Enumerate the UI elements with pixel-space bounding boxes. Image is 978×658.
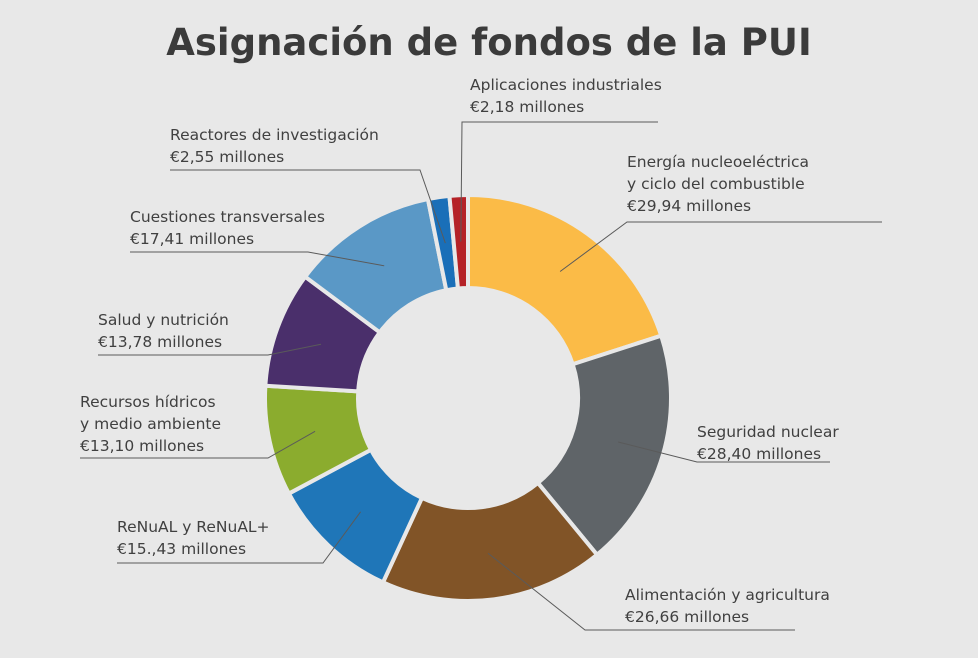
slice-label-value: €26,66 millones	[625, 608, 749, 626]
slice-labels: Energía nucleoeléctrica y ciclo del combu…	[80, 76, 882, 631]
slice-label-name: Energía nucleoeléctrica	[627, 153, 809, 171]
label-reactores-de-investigacion: Reactores de investigación €2,55 millones	[170, 126, 446, 244]
label-salud-y-nutricion: Salud y nutrición €13,78 millones	[98, 311, 322, 356]
slice-label-name: Seguridad nuclear	[697, 423, 839, 441]
leader-line	[80, 430, 316, 459]
label-seguridad-nuclear: Seguridad nuclear €28,40 millones	[618, 423, 839, 463]
label-renual-y-renual: ReNuAL y ReNuAL+ €15.,43 millones	[117, 511, 362, 564]
slice-seguridad-nuclear	[535, 333, 673, 558]
leader-line	[170, 169, 446, 244]
slice-label-name: Salud y nutrición	[98, 311, 229, 329]
leader-line	[460, 121, 658, 242]
leader-line	[487, 552, 795, 631]
leader-line	[559, 221, 882, 272]
slice-label-name: Reactores de investigación	[170, 126, 379, 144]
label-energia-nucleoelectrica-y-ciclo-del-combustible: Energía nucleoeléctrica y ciclo del combu…	[559, 153, 882, 272]
slice-label-name: y ciclo del combustible	[627, 175, 805, 193]
slice-label-name: y medio ambiente	[80, 415, 221, 433]
leader-line	[98, 343, 322, 356]
leader-line	[130, 251, 385, 267]
slice-label-value: €2,18 millones	[470, 98, 584, 116]
chart-title: Asignación de fondos de la PUI	[166, 21, 811, 64]
label-alimentacion-y-agricultura: Alimentación y agricultura €26,66 millone…	[487, 552, 830, 631]
slice-label-name: Alimentación y agricultura	[625, 586, 830, 604]
slice-label-value: €28,40 millones	[697, 445, 821, 463]
slice-label-name: Aplicaciones industriales	[470, 76, 662, 94]
slice-label-value: €13,10 millones	[80, 437, 204, 455]
slice-label-name: Cuestiones transversales	[130, 208, 325, 226]
leader-line	[117, 511, 362, 564]
slice-label-value: €2,55 millones	[170, 148, 284, 166]
label-cuestiones-transversales: Cuestiones transversales €17,41 millones	[130, 208, 385, 267]
slice-label-value: €29,94 millones	[627, 197, 751, 215]
leader-line	[618, 441, 830, 463]
label-aplicaciones-industriales: Aplicaciones industriales €2,18 millones	[460, 76, 662, 242]
donut-slices	[263, 192, 673, 603]
slice-label-name: ReNuAL y ReNuAL+	[117, 518, 270, 536]
slice-label-value: €15.,43 millones	[117, 540, 246, 558]
slice-label-value: €13,78 millones	[98, 333, 222, 351]
slice-alimentacion-y-agricultura	[380, 480, 600, 603]
slice-label-value: €17,41 millones	[130, 230, 254, 248]
label-recursos-hidricos-y-medio-ambiente: Recursos hídricos y medio ambiente €13,10 …	[80, 393, 316, 459]
slice-energia-nucleoelectrica-y-ciclo-del-combustible	[466, 192, 664, 367]
slice-aplicaciones-industriales	[447, 192, 470, 291]
slice-label-name: Recursos hídricos	[80, 393, 216, 411]
